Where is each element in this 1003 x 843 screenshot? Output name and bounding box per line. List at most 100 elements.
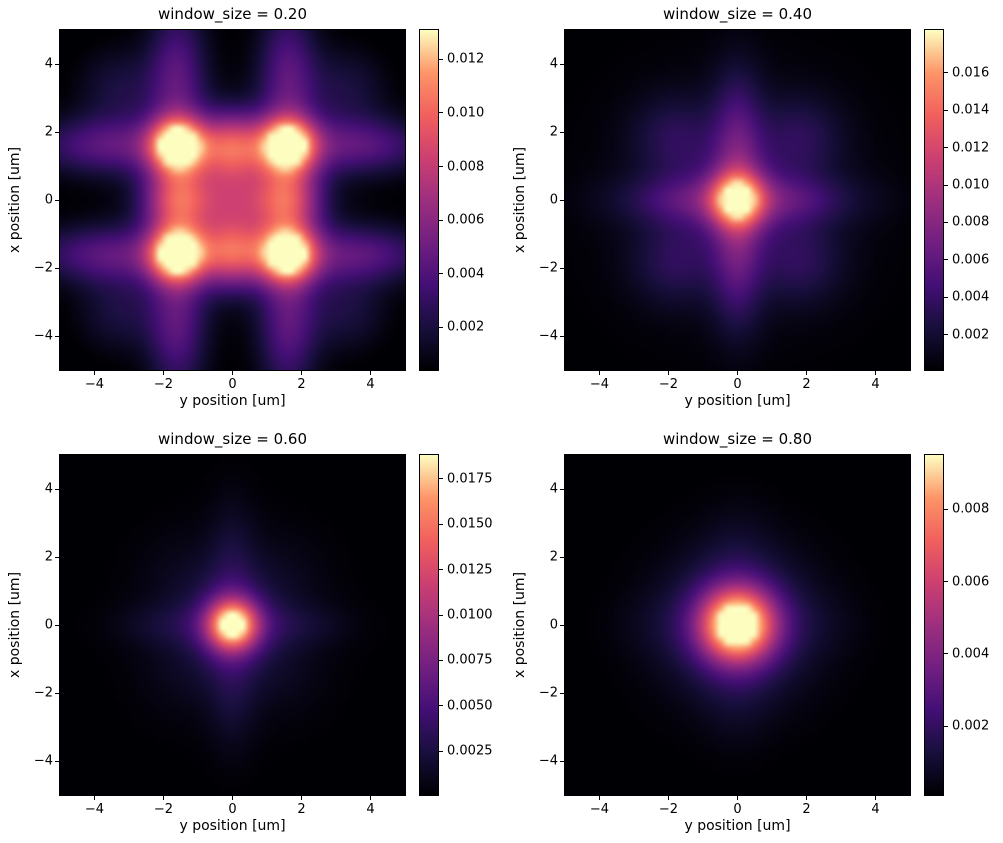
y-tick-mark — [55, 199, 59, 201]
subplot-3-heatmap — [59, 454, 406, 796]
x-tick-mark — [232, 796, 233, 800]
colorbar-tick-mark — [439, 569, 443, 571]
colorbar-tick-mark — [439, 166, 443, 168]
colorbar-tick-label: 0.0150 — [447, 516, 493, 532]
y-tick-mark — [560, 267, 564, 269]
y-tick-mark — [560, 488, 564, 490]
colorbar-tick-label: 0.012 — [952, 140, 990, 156]
x-tick-mark — [599, 796, 600, 800]
y-tick-label: 2 — [549, 124, 558, 140]
colorbar-tick-mark — [439, 112, 443, 114]
colorbar-tick-label: 0.004 — [952, 646, 990, 662]
colorbar-tick-mark — [439, 478, 443, 480]
colorbar-tick-label: 0.002 — [952, 327, 990, 342]
colorbar-tick-mark — [439, 523, 443, 525]
y-tick-mark — [560, 624, 564, 626]
subplot-1-heatmap — [59, 29, 406, 371]
colorbar-tick-mark — [439, 659, 443, 661]
x-tick-mark — [875, 796, 876, 800]
colorbar-tick-mark — [944, 508, 948, 510]
colorbar-tick-label: 0.002 — [447, 319, 485, 335]
colorbar-tick-mark — [944, 147, 948, 149]
colorbar-tick-mark — [439, 705, 443, 707]
x-tick-label: 2 — [802, 802, 811, 817]
x-tick-label: −2 — [153, 377, 174, 392]
subplot-1-colorbar — [419, 29, 439, 371]
subplot-2: window_size = 0.40 x position [um] y pos… — [505, 0, 1003, 418]
y-tick-mark — [55, 267, 59, 269]
colorbar-tick-label: 0.006 — [952, 252, 990, 268]
subplot-3: window_size = 0.60 x position [um] y pos… — [0, 425, 498, 843]
x-tick-mark — [806, 796, 807, 800]
x-tick-label: 0 — [733, 377, 742, 392]
subplot-1-title: window_size = 0.20 — [158, 5, 307, 23]
x-tick-label: 4 — [871, 377, 880, 392]
x-tick-mark — [232, 371, 233, 375]
y-tick-mark — [55, 556, 59, 558]
colorbar-tick-label: 0.0175 — [447, 471, 493, 487]
colorbar-tick-mark — [944, 72, 948, 74]
y-tick-label: −4 — [33, 753, 53, 769]
y-tick-mark — [560, 63, 564, 65]
y-tick-mark — [560, 335, 564, 337]
x-tick-label: 0 — [228, 802, 237, 817]
colorbar-tick-mark — [439, 614, 443, 616]
y-tick-label: −2 — [33, 685, 53, 701]
y-tick-mark — [55, 624, 59, 626]
x-tick-mark — [163, 371, 164, 375]
x-tick-label: 4 — [366, 377, 375, 392]
colorbar-tick-mark — [944, 653, 948, 655]
y-tick-label: 2 — [44, 549, 53, 565]
x-tick-label: −2 — [153, 802, 174, 817]
x-tick-mark — [737, 796, 738, 800]
colorbar-tick-label: 0.010 — [447, 105, 485, 121]
y-tick-mark — [560, 131, 564, 133]
y-tick-mark — [55, 131, 59, 133]
colorbar-tick-label: 0.002 — [952, 718, 990, 734]
y-tick-label: 4 — [549, 481, 558, 497]
y-tick-mark — [55, 488, 59, 490]
x-tick-mark — [94, 796, 95, 800]
subplot-3-title: window_size = 0.60 — [158, 430, 307, 448]
subplot-4: window_size = 0.80 x position [um] y pos… — [505, 425, 1003, 843]
colorbar-tick-label: 0.008 — [952, 214, 990, 230]
subplot-4-heatmap — [564, 454, 911, 796]
colorbar-tick-mark — [944, 725, 948, 727]
y-tick-label: 4 — [549, 56, 558, 72]
y-tick-label: 4 — [44, 56, 53, 72]
x-tick-mark — [599, 371, 600, 375]
y-tick-mark — [55, 335, 59, 337]
colorbar-tick-label: 0.004 — [447, 266, 485, 282]
y-tick-label: 0 — [549, 192, 558, 208]
y-tick-mark — [560, 760, 564, 762]
x-tick-mark — [875, 371, 876, 375]
x-tick-label: −2 — [658, 802, 679, 817]
x-tick-label: −4 — [84, 377, 105, 392]
colorbar-tick-label: 0.008 — [447, 159, 485, 175]
colorbar-tick-mark — [944, 334, 948, 335]
colorbar-tick-label: 0.0125 — [447, 562, 493, 578]
y-tick-label: −2 — [33, 260, 53, 276]
colorbar-tick-mark — [439, 326, 443, 328]
y-tick-label: −2 — [538, 260, 558, 276]
y-tick-label: −4 — [538, 753, 558, 769]
colorbar-tick-label: 0.008 — [952, 501, 990, 517]
x-tick-label: 4 — [366, 802, 375, 817]
subplot-4-colorbar — [924, 454, 944, 796]
colorbar-tick-label: 0.006 — [952, 574, 990, 590]
colorbar-tick-label: 0.010 — [952, 177, 990, 193]
y-tick-mark — [55, 760, 59, 762]
subplot-4-xlabel: y position [um] — [684, 818, 791, 834]
colorbar-tick-label: 0.0050 — [447, 698, 493, 714]
colorbar-tick-mark — [944, 184, 948, 186]
subplot-3-colorbar — [419, 454, 439, 796]
colorbar-tick-label: 0.006 — [447, 212, 485, 228]
y-tick-label: 2 — [44, 124, 53, 140]
y-tick-mark — [55, 692, 59, 694]
x-tick-label: −4 — [589, 802, 610, 817]
colorbar-tick-label: 0.0075 — [447, 652, 493, 668]
x-tick-mark — [370, 796, 371, 800]
colorbar-tick-label: 0.016 — [952, 65, 990, 81]
x-tick-label: 4 — [871, 802, 880, 817]
x-tick-mark — [94, 371, 95, 375]
